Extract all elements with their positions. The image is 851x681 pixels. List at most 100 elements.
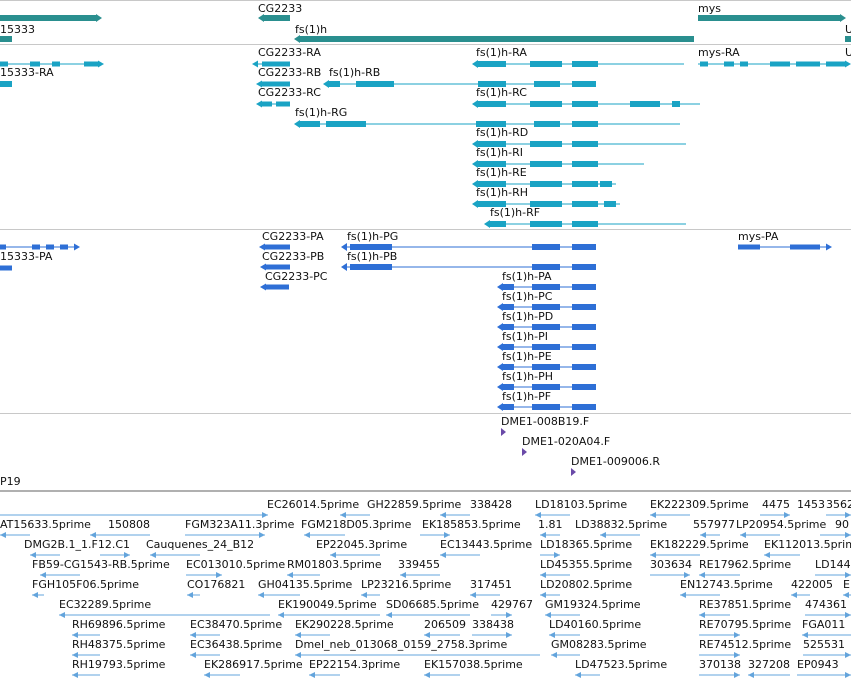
gene-label[interactable]: fs(1)h [295,23,328,36]
est-arrow[interactable] [262,512,268,518]
est-arrow[interactable] [791,592,797,598]
est-label[interactable]: 1.81 [538,518,563,531]
strand-arrow[interactable] [472,60,478,68]
est-label[interactable]: RH69896.5prime [72,618,166,631]
est-arrow[interactable] [287,572,293,578]
est-arrow[interactable] [30,552,36,558]
exon-block[interactable] [672,101,680,107]
marker-glyph[interactable] [501,428,506,436]
protein-label[interactable]: fs(1)h-PI [502,330,549,343]
strand-arrow[interactable] [497,383,503,391]
est-arrow[interactable] [190,632,196,638]
exon-block[interactable] [532,304,560,310]
est-label[interactable]: Dmel_neb_013068_0159_2758.3prime [295,638,508,651]
strand-arrow[interactable] [472,100,478,108]
exon-block[interactable] [572,201,598,207]
exon-block[interactable] [740,61,748,67]
exon-block[interactable] [478,201,506,207]
exon-block[interactable] [770,61,790,67]
est-arrow[interactable] [784,512,790,518]
est-label[interactable]: CO176821 [187,578,246,591]
est-arrow[interactable] [361,592,367,598]
est-label[interactable]: EK185853.5prime [422,518,521,531]
protein-label[interactable]: CG2233-PB [262,250,325,263]
strand-arrow[interactable] [472,180,478,188]
est-label[interactable]: 422005 [791,578,833,591]
strand-arrow[interactable] [484,220,490,228]
strand-arrow[interactable] [826,243,832,251]
exon-block[interactable] [572,141,598,147]
exon-block[interactable] [350,244,392,250]
est-arrow[interactable] [470,592,476,598]
gene-bar[interactable] [0,36,12,42]
est-arrow[interactable] [309,672,315,678]
strand-arrow[interactable] [323,80,329,88]
est-arrow[interactable] [90,532,96,538]
strand-arrow[interactable] [497,403,503,411]
est-label[interactable]: EK157038.5prime [424,658,523,671]
est-label[interactable]: EK222309.5prime [650,498,749,511]
est-arrow[interactable] [845,572,851,578]
exon-block[interactable] [503,364,514,370]
est-label[interactable]: EK182229.5prime [650,538,749,551]
marker-label[interactable]: P19 [0,475,21,488]
est-arrow[interactable] [32,592,38,598]
est-arrow[interactable] [40,572,46,578]
exon-block[interactable] [30,61,40,67]
protein-label[interactable]: mys-PA [738,230,779,243]
transcript-label[interactable]: 15333-RA [0,66,54,79]
est-label[interactable]: 429767 [491,598,533,611]
est-arrow[interactable] [540,572,546,578]
protein-label[interactable]: fs(1)h-PF [502,390,552,403]
est-arrow[interactable] [506,632,512,638]
est-arrow[interactable] [845,532,851,538]
exon-block[interactable] [52,61,60,67]
strand-arrow[interactable] [256,80,262,88]
gene-label[interactable]: 15333 [0,23,35,36]
exon-block[interactable] [738,244,760,250]
est-arrow[interactable] [843,592,849,598]
exon-block[interactable] [476,121,506,127]
exon-block[interactable] [503,384,514,390]
gene-bar[interactable] [0,15,96,21]
est-arrow[interactable] [216,572,222,578]
est-label[interactable]: LD18103.5prime [535,498,628,511]
exon-block[interactable] [572,284,596,290]
strand-arrow[interactable] [497,323,503,331]
exon-block[interactable] [276,101,290,107]
est-label[interactable]: EC36438.5prime [190,638,283,651]
est-arrow[interactable] [444,532,450,538]
gene-bar[interactable] [300,36,694,42]
exon-block[interactable] [532,264,560,270]
transcript-label[interactable]: fs(1)h-RD [476,126,529,139]
est-arrow[interactable] [764,552,770,558]
protein-label[interactable]: fs(1)h-PG [347,230,399,243]
strand-arrow[interactable] [472,140,478,148]
exon-block[interactable] [826,61,845,67]
transcript-label[interactable]: CG2233-RA [258,46,321,59]
est-label[interactable]: GH04135.5prime [258,578,353,591]
strand-arrow[interactable] [472,160,478,168]
est-label[interactable]: LD40160.5prime [549,618,642,631]
transcript-label[interactable]: fs(1)h-RE [476,166,527,179]
est-arrow[interactable] [386,612,392,618]
exon-block[interactable] [532,344,560,350]
transcript-label[interactable]: fs(1)h-RH [476,186,529,199]
est-label[interactable]: DMG2B.1_1.F12.C1 [24,538,131,551]
est-label[interactable]: FGM218D05.3prime [301,518,412,531]
exon-block[interactable] [478,101,506,107]
est-arrow[interactable] [72,672,78,678]
exon-block[interactable] [0,81,12,87]
exon-block[interactable] [530,221,562,227]
est-arrow[interactable] [699,612,705,618]
est-arrow[interactable] [340,512,346,518]
est-arrow[interactable] [330,552,336,558]
est-label[interactable]: 370138 [699,658,741,671]
exon-block[interactable] [572,121,598,127]
est-label[interactable]: LP20954.5prime [736,518,827,531]
exon-block[interactable] [266,264,290,270]
est-arrow[interactable] [295,652,301,658]
strand-arrow[interactable] [845,60,851,68]
exon-block[interactable] [534,121,560,127]
exon-block[interactable] [532,284,560,290]
